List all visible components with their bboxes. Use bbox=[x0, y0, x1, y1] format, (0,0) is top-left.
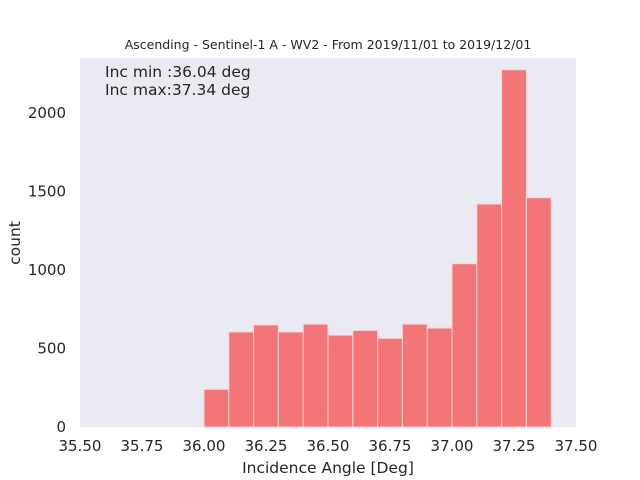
y-tick-label: 1500 bbox=[28, 182, 66, 200]
histogram-bar bbox=[228, 331, 255, 428]
bars-group bbox=[203, 69, 552, 428]
y-tick-label: 1000 bbox=[28, 261, 66, 279]
x-tick-label: 36.75 bbox=[369, 437, 412, 455]
histogram-bar bbox=[451, 263, 478, 428]
x-tick-label: 36.25 bbox=[245, 437, 288, 455]
y-axis-label: count bbox=[6, 221, 24, 265]
x-tick-label: 36.50 bbox=[307, 437, 350, 455]
x-tick-label: 35.75 bbox=[121, 437, 164, 455]
histogram-bar bbox=[302, 323, 329, 428]
x-tick-label: 37.00 bbox=[431, 437, 474, 455]
chart-title: Ascending - Sentinel-1 A - WV2 - From 20… bbox=[125, 37, 532, 52]
histogram-bar bbox=[426, 327, 453, 428]
histogram-bar bbox=[476, 203, 503, 428]
annotation-inc-max: Inc max:37.34 deg bbox=[105, 81, 250, 99]
histogram-bar bbox=[377, 337, 403, 428]
x-tick-label: 37.50 bbox=[555, 437, 598, 455]
y-tick-labels: 0 500 1000 1500 2000 bbox=[28, 104, 66, 436]
y-tick-label: 500 bbox=[37, 339, 66, 357]
y-tick-label: 0 bbox=[56, 418, 66, 436]
x-tick-labels: 35.50 35.75 36.00 36.25 36.50 36.75 37.00 37.25… bbox=[59, 437, 598, 455]
annotation-inc-min: Inc min :36.04 deg bbox=[105, 63, 251, 81]
histogram-bar bbox=[525, 197, 552, 428]
histogram-bar bbox=[401, 323, 428, 428]
histogram-bar bbox=[203, 388, 230, 428]
histogram-bar bbox=[277, 331, 304, 428]
histogram-bar bbox=[327, 334, 354, 428]
histogram-bar bbox=[253, 324, 279, 428]
x-tick-label: 36.00 bbox=[183, 437, 226, 455]
histogram-bar bbox=[352, 329, 379, 428]
x-axis-label: Incidence Angle [Deg] bbox=[242, 459, 414, 477]
x-tick-label: 37.25 bbox=[493, 437, 536, 455]
histogram-bar bbox=[501, 69, 527, 428]
x-tick-label: 35.50 bbox=[59, 437, 102, 455]
y-tick-label: 2000 bbox=[28, 104, 66, 122]
